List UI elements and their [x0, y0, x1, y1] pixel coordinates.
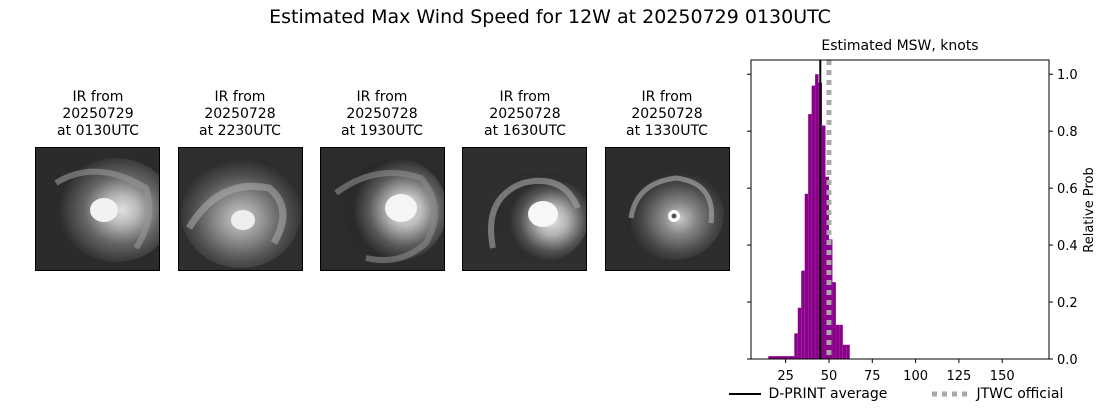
panel-caption: IR from 20250728 at 1330UTC — [592, 89, 742, 140]
panel-caption-line3: at 1330UTC — [626, 123, 708, 139]
histogram-bar — [835, 324, 840, 359]
ir-satellite-image — [605, 147, 730, 271]
x-tick-label: 25 — [777, 369, 794, 384]
y-axis-ticks: 0.0 0.2 0.4 0.6 0.8 1.0 — [747, 68, 1078, 368]
x-tick-label: 50 — [821, 369, 838, 384]
legend-dprint: D-PRINT average — [728, 386, 887, 402]
y-tick-label: 0.4 — [1057, 239, 1078, 254]
histogram-bar — [822, 125, 826, 359]
histogram-bar — [797, 307, 802, 359]
legend-solid-line-icon — [729, 393, 761, 395]
ir-satellite-image — [462, 147, 587, 271]
reference-lines — [819, 60, 832, 359]
ir-panel-1: IR from 20250729 at 0130UTC — [23, 89, 173, 271]
x-axis-ticks: 25 50 75 100 125 150 — [777, 359, 1015, 384]
ir-satellite-image — [178, 147, 303, 271]
panel-caption-line2: 20250728 — [631, 106, 703, 122]
y-tick-label: 1.0 — [1057, 68, 1078, 83]
panel-caption: IR from 20250729 at 0130UTC — [23, 89, 173, 140]
histogram-bar — [825, 176, 829, 359]
ir-panel-2: IR from 20250728 at 2230UTC — [165, 89, 315, 271]
ir-satellite-image — [320, 147, 445, 271]
legend-dotted-line-icon — [932, 391, 970, 397]
panel-caption: IR from 20250728 at 1630UTC — [450, 89, 600, 140]
ir-satellite-image — [35, 147, 160, 271]
x-tick-label: 150 — [990, 369, 1015, 384]
histogram-bar — [842, 344, 847, 359]
y-tick-label: 0.8 — [1057, 125, 1078, 140]
y-axis-label: Relative Prob — [1082, 167, 1097, 252]
panel-caption-line3: at 2230UTC — [199, 123, 281, 139]
panel-caption-line1: IR from — [214, 89, 266, 105]
panel-caption-line3: at 1930UTC — [341, 123, 423, 139]
legend-jtwc: JTWC official — [930, 386, 1063, 402]
figure-title: Estimated Max Wind Speed for 12W at 2025… — [269, 6, 831, 28]
histogram-bar — [846, 344, 850, 359]
plot-frame — [750, 59, 1050, 360]
histogram-bar — [768, 356, 795, 359]
x-tick-label: 100 — [903, 369, 928, 384]
panel-caption: IR from 20250728 at 2230UTC — [165, 89, 315, 140]
histogram-bar — [811, 85, 816, 359]
panel-caption-line2: 20250728 — [489, 106, 561, 122]
y-tick-label: 0.0 — [1057, 353, 1078, 368]
ir-panel-5: IR from 20250728 at 1330UTC — [592, 89, 742, 271]
panel-caption: IR from 20250728 at 1930UTC — [307, 89, 457, 140]
y-tick-label: 0.6 — [1057, 182, 1078, 197]
panel-caption-line3: at 0130UTC — [57, 123, 139, 139]
ir-panel-4: IR from 20250728 at 1630UTC — [450, 89, 600, 271]
histogram-bar — [839, 324, 843, 359]
chart-title: Estimated MSW, knots — [821, 38, 978, 54]
x-tick-label: 75 — [864, 369, 881, 384]
histogram-bar — [801, 270, 805, 359]
y-tick-label: 0.2 — [1057, 296, 1078, 311]
panel-caption-line1: IR from — [72, 89, 124, 105]
histogram-bar — [794, 333, 798, 359]
panel-caption-line2: 20250728 — [204, 106, 276, 122]
histogram-bar — [808, 114, 812, 359]
histogram-bar — [828, 239, 833, 359]
legend-label: D-PRINT average — [768, 386, 888, 402]
ir-panel-3: IR from 20250728 at 1930UTC — [307, 89, 457, 271]
panel-caption-line1: IR from — [499, 89, 551, 105]
panel-caption-line1: IR from — [356, 89, 408, 105]
panel-caption-line3: at 1630UTC — [484, 123, 566, 139]
legend-label: JTWC official — [976, 386, 1064, 402]
panel-caption-line2: 20250729 — [62, 106, 134, 122]
histogram-bar — [804, 193, 809, 359]
histogram-bars — [768, 74, 850, 360]
histogram-bar — [815, 74, 819, 359]
panel-caption-line2: 20250728 — [346, 106, 418, 122]
histogram-bar — [832, 282, 836, 359]
panel-caption-line1: IR from — [641, 89, 693, 105]
x-tick-label: 125 — [946, 369, 971, 384]
